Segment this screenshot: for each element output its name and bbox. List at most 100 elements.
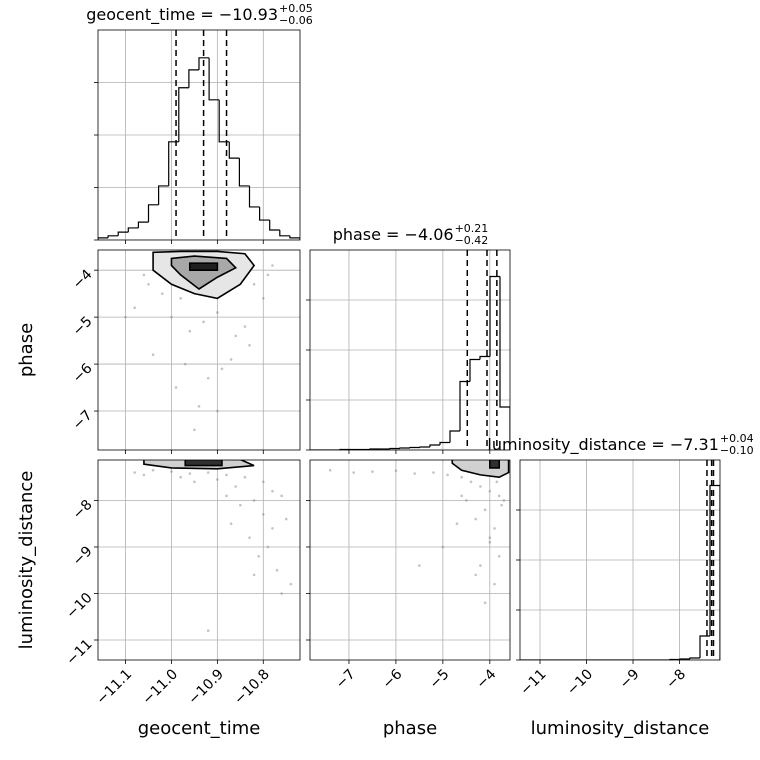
histogram-step [228, 141, 240, 159]
panel: phase = −4.06 +0.21−0.42 [306, 222, 511, 454]
panel: −7 −6 −5 −4 phase [306, 459, 511, 739]
scatter-point [483, 601, 487, 605]
scatter-point [142, 273, 146, 277]
histogram-step [279, 230, 290, 237]
scatter-point [243, 475, 247, 479]
scatter-point [216, 409, 219, 413]
scatter-point [243, 325, 247, 328]
scatter-point [252, 282, 256, 286]
x-tick-label: −9 [617, 666, 643, 692]
histogram-step [469, 358, 480, 382]
panel-frame [519, 459, 721, 661]
scatter-point [124, 315, 127, 319]
scatter-point [455, 522, 459, 526]
scatter-point [479, 485, 482, 488]
panel-frame [97, 29, 301, 241]
histogram-step [198, 57, 210, 70]
scatter-point [474, 573, 478, 577]
scatter-point [469, 480, 473, 484]
panel-title: geocent_time = −10.93 [86, 5, 278, 25]
scatter-point [261, 297, 265, 300]
histogram-step [238, 158, 250, 187]
scatter-point [206, 471, 210, 474]
scatter-point [261, 513, 265, 516]
scatter-point [284, 517, 288, 521]
contour [451, 460, 510, 479]
scatter-point [179, 297, 182, 300]
scatter-point [252, 573, 256, 577]
scatter-point [280, 592, 283, 595]
scatter-point [441, 545, 445, 549]
scatter-point [229, 358, 233, 361]
x-axis-label: luminosity_distance [531, 718, 710, 739]
scatter-point [133, 306, 137, 310]
plot-area [520, 460, 720, 660]
scatter-point [495, 480, 499, 484]
scatter-point [193, 480, 196, 484]
scatter-point [488, 541, 492, 544]
scatter-point [216, 478, 219, 481]
scatter-point [413, 472, 416, 475]
scatter-point [497, 494, 501, 498]
x-tick-label: −5 [427, 666, 453, 692]
scatter-point [394, 469, 398, 472]
scatter-point [206, 376, 210, 380]
scatter-point [229, 522, 233, 526]
y-tick-label: −7 [70, 407, 96, 433]
scatter-point [193, 428, 196, 432]
panel: −11 −10 −9 −8 luminosity_distance = −7.31 +0.… [487, 432, 753, 739]
scatter-point [160, 292, 164, 295]
y-tick-label: −8 [70, 497, 96, 523]
contour [489, 460, 501, 469]
y-tick-label: −10 [63, 590, 95, 622]
title-sup: +0.04 [720, 432, 754, 445]
y-axis-label: phase [16, 323, 37, 377]
y-axis-label: luminosity_distance [16, 471, 37, 650]
plot-area [98, 30, 300, 240]
scatter-point [252, 499, 256, 502]
scatter-point [371, 470, 374, 473]
scatter-point [239, 503, 242, 507]
panel-frame [97, 459, 301, 661]
histogram-step [158, 185, 169, 205]
scatter-point [225, 494, 228, 498]
scatter-point [483, 508, 487, 512]
histogram-step [409, 446, 420, 449]
panel-frame [309, 249, 511, 451]
contour [189, 262, 219, 271]
histogram-step [489, 275, 500, 357]
x-tick-label: −6 [380, 666, 406, 692]
plot-area [98, 250, 300, 450]
title-sub: −0.42 [455, 234, 489, 247]
x-tick-label: −10 [564, 666, 596, 698]
scatter-point [266, 545, 270, 549]
plot-area [310, 250, 510, 450]
histogram-step [147, 204, 159, 223]
scatter-point [271, 527, 274, 530]
y-tick-label: −5 [70, 313, 96, 339]
histogram-step [137, 221, 149, 228]
scatter-point [248, 344, 251, 347]
scatter-point [275, 568, 279, 572]
y-tick-label: −4 [70, 266, 96, 292]
scatter-point [446, 473, 449, 477]
scatter-point [493, 527, 496, 530]
scatter-point [488, 536, 492, 539]
plot-area [98, 460, 300, 660]
scatter-point [493, 582, 496, 586]
scatter-point [432, 471, 435, 474]
histogram-step [679, 658, 690, 660]
title-sup: +0.05 [279, 2, 313, 15]
scatter-point [271, 489, 274, 493]
scatter-point [500, 503, 503, 507]
y-tick-label: −6 [70, 360, 96, 386]
scatter-point [328, 468, 332, 472]
histogram-step [499, 276, 510, 408]
histogram-step [218, 99, 230, 143]
histogram-step [449, 430, 460, 443]
x-tick-label: −11.1 [94, 666, 136, 708]
histogram-step [479, 355, 490, 360]
scatter-point [225, 473, 228, 477]
scatter-point [188, 472, 192, 475]
scatter-point [179, 475, 182, 479]
